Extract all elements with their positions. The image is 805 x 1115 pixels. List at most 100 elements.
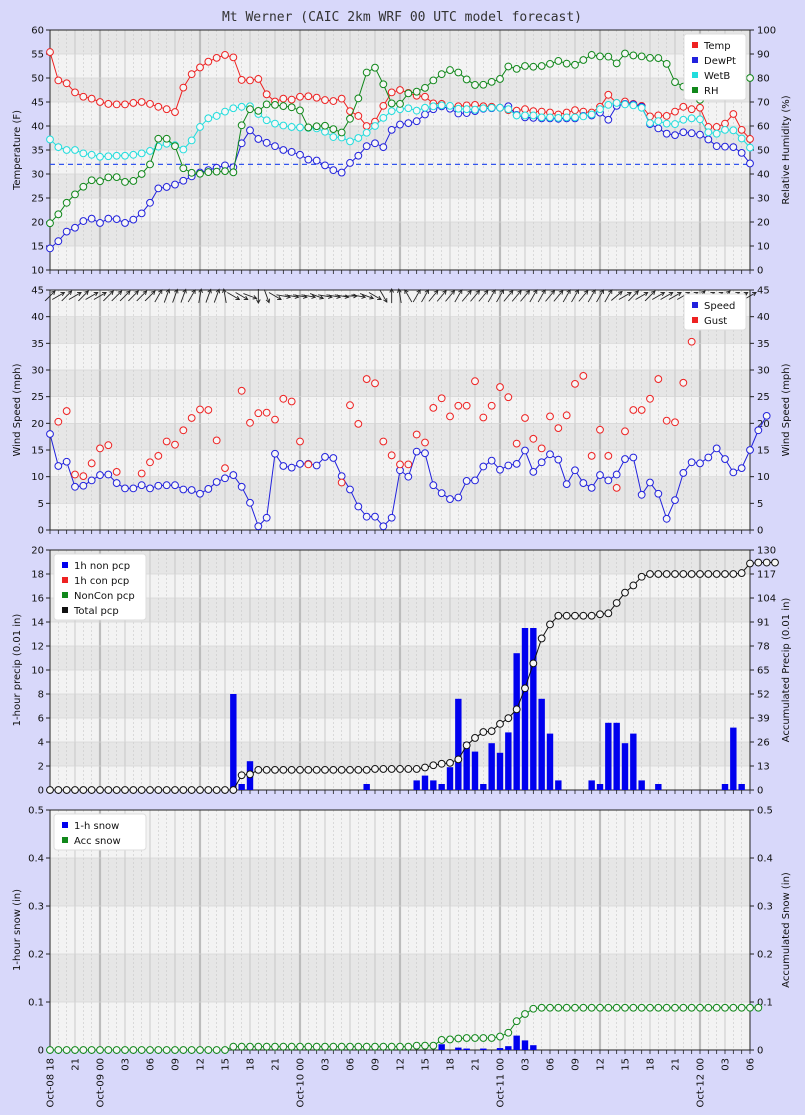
- point-rh: [146, 160, 154, 169]
- arrow-head: [361, 294, 367, 299]
- arrow-head: [677, 292, 682, 297]
- point-gust: [496, 383, 504, 391]
- arrow-head: [416, 289, 421, 294]
- point-acc: [454, 1034, 463, 1043]
- point-gust: [246, 418, 254, 427]
- point-acc: [537, 634, 546, 643]
- point-dewpt: [746, 159, 754, 168]
- y2-tick-label: 117: [757, 570, 776, 581]
- point-wetb: [179, 145, 188, 154]
- temperature-panel: 10 15 20 25 30 35 40 45 50 55 60 0 10 20 30 40 50 60 70 80 9…: [12, 26, 792, 277]
- wind-direction-arrow: [205, 288, 212, 303]
- arrow-head: [591, 289, 596, 294]
- point-speed: [71, 482, 79, 491]
- point-speed: [596, 471, 604, 479]
- arrow-shaft: [487, 289, 496, 303]
- point-speed: [329, 454, 338, 462]
- point-temp: [137, 98, 146, 106]
- point-wetb: [187, 136, 196, 145]
- x-tick-label: 09: [171, 1058, 182, 1071]
- point-rh: [596, 52, 604, 61]
- point-wetb: [79, 149, 88, 158]
- point-acc: [46, 1046, 54, 1054]
- precip-bar: [655, 784, 662, 790]
- arrow-shaft: [537, 289, 546, 303]
- point-speed: [279, 462, 288, 470]
- wind-direction-arrow: [263, 289, 271, 304]
- legend-label: Gust: [704, 316, 727, 327]
- arrow-shaft: [368, 292, 382, 300]
- arrow-shaft: [351, 294, 366, 298]
- point-wetb: [87, 150, 96, 159]
- y-tick-label: 10: [31, 266, 44, 277]
- point-acc: [454, 755, 463, 764]
- point-rh: [46, 219, 54, 228]
- point-acc: [371, 765, 379, 773]
- point-speed: [704, 453, 713, 462]
- arrow-shaft: [318, 294, 332, 298]
- legend-swatch: [62, 562, 68, 568]
- point-rh: [279, 102, 288, 110]
- arrow-shaft: [496, 289, 504, 303]
- point-wetb: [229, 104, 238, 113]
- point-rh: [554, 57, 563, 65]
- precip-bar: [363, 784, 370, 790]
- point-rh: [71, 190, 79, 199]
- point-gust: [612, 483, 621, 492]
- arrow-head: [525, 289, 531, 295]
- point-rh: [271, 100, 279, 109]
- arrow-shaft: [660, 292, 673, 300]
- point-wetb: [462, 105, 471, 114]
- arrow-head: [243, 295, 249, 300]
- legend-swatch: [692, 57, 698, 63]
- point-rh: [79, 182, 88, 191]
- y2-tick-label: 0.5: [757, 806, 773, 817]
- point-gust: [171, 440, 179, 449]
- point-wetb: [46, 135, 54, 144]
- y-tick-label: 16: [31, 594, 44, 605]
- x-tick-label: 06: [346, 1058, 357, 1071]
- point-gust: [104, 441, 113, 450]
- point-speed: [537, 458, 546, 467]
- point-speed: [687, 458, 696, 467]
- point-acc: [279, 1042, 288, 1051]
- arrow-head: [60, 292, 66, 297]
- point-speed: [312, 461, 321, 470]
- point-dewpt: [704, 135, 713, 144]
- point-acc: [712, 570, 721, 578]
- y2-tick-label: 0: [757, 526, 763, 537]
- point-acc: [387, 1042, 396, 1051]
- point-rh: [246, 105, 254, 114]
- point-temp: [671, 107, 679, 116]
- point-acc: [96, 1046, 104, 1054]
- y-tick-label: 12: [31, 642, 44, 653]
- arrow-head: [383, 298, 388, 303]
- point-rh: [87, 176, 96, 185]
- point-speed: [696, 459, 704, 468]
- precip-bar: [455, 698, 462, 790]
- point-dewpt: [146, 198, 154, 207]
- legend-swatch: [692, 302, 698, 308]
- point-acc: [562, 1003, 571, 1012]
- point-rh: [571, 60, 579, 69]
- point-speed: [462, 477, 471, 485]
- point-speed: [621, 455, 629, 463]
- point-acc: [437, 1036, 446, 1044]
- point-rh: [454, 68, 463, 77]
- point-dewpt: [287, 148, 296, 156]
- y-tick-label: 35: [31, 146, 44, 157]
- point-rh: [112, 173, 121, 182]
- arrow-head: [618, 290, 623, 296]
- series-line-acc: [50, 562, 775, 791]
- arrow-shaft: [172, 289, 178, 303]
- arrow-shaft: [359, 293, 374, 299]
- wind-direction-arrow: [111, 290, 123, 302]
- point-temp: [312, 93, 321, 102]
- point-gust: [346, 401, 354, 410]
- wind-direction-arrow: [379, 289, 388, 303]
- point-temp: [696, 103, 704, 112]
- point-speed: [421, 449, 429, 458]
- point-rh: [312, 122, 321, 131]
- legend-swatch: [692, 42, 698, 48]
- point-gust: [562, 411, 571, 420]
